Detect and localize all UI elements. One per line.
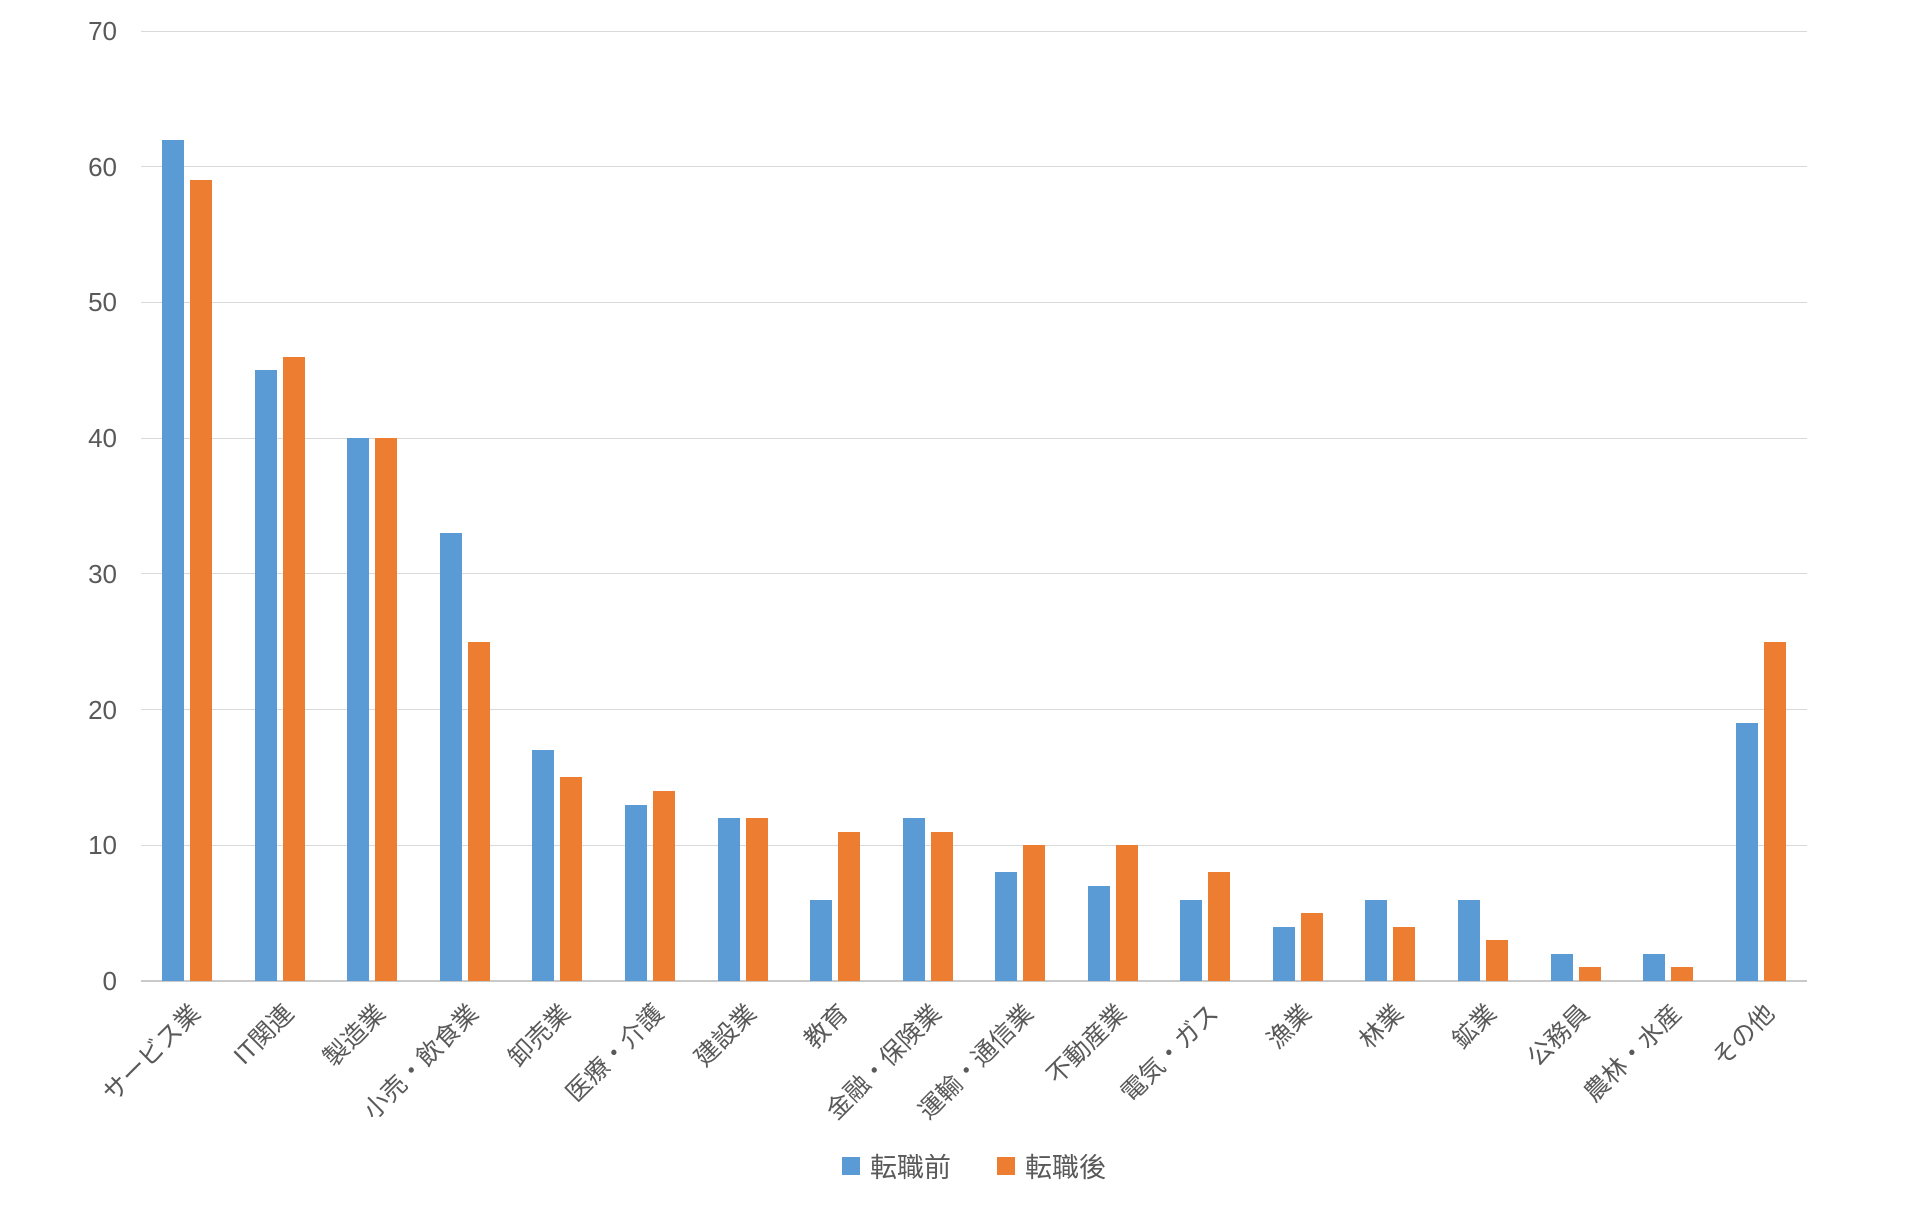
x-category-label: IT関連 bbox=[228, 999, 299, 1071]
x-category-label: その他 bbox=[1706, 999, 1780, 1073]
gridline bbox=[141, 30, 1807, 32]
bar-before-job-change bbox=[995, 872, 1018, 981]
y-tick-label: 40 bbox=[88, 423, 117, 454]
y-tick-label: 50 bbox=[88, 287, 117, 318]
bar-after-job-change bbox=[653, 791, 676, 981]
x-category-label: 漁業 bbox=[1261, 999, 1317, 1055]
legend-item-before-job-change: 転職前 bbox=[842, 1146, 951, 1185]
bar-after-job-change bbox=[560, 777, 583, 981]
bar-after-job-change bbox=[1115, 845, 1138, 981]
gridline bbox=[141, 573, 1807, 575]
bar-group bbox=[881, 31, 974, 981]
bar-group bbox=[974, 31, 1067, 981]
y-tick-label: 30 bbox=[88, 558, 117, 589]
bar-group bbox=[696, 31, 789, 981]
x-category-label: 林業 bbox=[1354, 999, 1410, 1055]
x-axis-category-labels: サービス業 IT関連 製造業 小売・飲食業 卸売業 医療・介護 建設業 教育 金融・保険業 運輸・… bbox=[98, 981, 1807, 1161]
bar-group bbox=[326, 31, 419, 981]
bar-group bbox=[1529, 31, 1622, 981]
bar-after-job-change bbox=[838, 831, 861, 981]
legend-label: 転職前 bbox=[870, 1153, 951, 1183]
bar-after-job-change bbox=[1300, 913, 1323, 981]
bar-group bbox=[141, 31, 234, 981]
bar-after-job-change bbox=[930, 831, 953, 981]
bar-before-job-change bbox=[1180, 899, 1203, 981]
gridline bbox=[141, 844, 1807, 846]
y-tick-label: 20 bbox=[88, 694, 117, 725]
x-category-label: 電気・ガス bbox=[1116, 999, 1225, 1108]
x-category-label: 農林・水産 bbox=[1578, 999, 1688, 1108]
y-tick-label: 60 bbox=[88, 151, 117, 182]
bar-before-job-change bbox=[1272, 926, 1295, 981]
bar-before-job-change bbox=[1365, 899, 1388, 981]
bar-before-job-change bbox=[625, 804, 648, 981]
bar-before-job-change bbox=[347, 438, 370, 981]
bar-group bbox=[1344, 31, 1437, 981]
bar-group bbox=[1067, 31, 1160, 981]
legend-item-after-job-change: 転職後 bbox=[997, 1146, 1106, 1185]
bar-before-job-change bbox=[1643, 953, 1666, 981]
legend-swatch-before-job-change bbox=[842, 1156, 860, 1175]
gridline bbox=[141, 437, 1807, 439]
x-category-label: 鉱業 bbox=[1446, 999, 1503, 1055]
x-category-label: 建設業 bbox=[688, 999, 762, 1073]
bar-after-job-change bbox=[745, 818, 768, 981]
bar-group bbox=[1159, 31, 1252, 981]
bar-after-job-change bbox=[375, 438, 398, 981]
bar-after-job-change bbox=[1578, 967, 1601, 981]
bar-group bbox=[1714, 31, 1807, 981]
bar-after-job-change bbox=[1023, 845, 1046, 981]
bar-before-job-change bbox=[810, 899, 833, 981]
y-tick-label: 10 bbox=[88, 830, 117, 861]
y-tick-label: 70 bbox=[88, 16, 117, 46]
legend: 転職前 転職後 bbox=[141, 1146, 1807, 1185]
bar-group bbox=[789, 31, 882, 981]
bar-after-job-change bbox=[1671, 967, 1694, 981]
bar-before-job-change bbox=[1550, 953, 1573, 981]
bar-group bbox=[604, 31, 697, 981]
bar-before-job-change bbox=[717, 818, 740, 981]
bar-group bbox=[1622, 31, 1715, 981]
x-axis-line bbox=[141, 980, 1807, 982]
bar-after-job-change bbox=[1208, 872, 1231, 981]
bar-group bbox=[234, 31, 327, 981]
bar-groups bbox=[141, 31, 1807, 981]
bar-after-job-change bbox=[1763, 641, 1786, 981]
gridline bbox=[141, 166, 1807, 168]
bar-after-job-change bbox=[1486, 940, 1509, 981]
bar-before-job-change bbox=[439, 533, 462, 981]
bar-before-job-change bbox=[254, 370, 277, 981]
bar-before-job-change bbox=[902, 818, 925, 981]
x-category-label: 教育 bbox=[799, 999, 855, 1055]
x-category-label: サービス業 bbox=[98, 999, 207, 1108]
y-axis-tick-labels: 0 10 20 30 40 50 60 70 bbox=[0, 16, 117, 996]
bar-after-job-change bbox=[282, 356, 305, 981]
bar-group bbox=[1437, 31, 1530, 981]
gridline bbox=[141, 709, 1807, 711]
x-category-label: 製造業 bbox=[318, 999, 392, 1073]
bar-after-job-change bbox=[190, 180, 213, 981]
bar-before-job-change bbox=[1087, 886, 1110, 981]
gridline bbox=[141, 301, 1807, 303]
legend-label: 転職後 bbox=[1025, 1153, 1106, 1183]
bar-group bbox=[1252, 31, 1345, 981]
bar-before-job-change bbox=[532, 750, 555, 981]
x-category-label: 医療・介護 bbox=[560, 999, 670, 1108]
plot-area bbox=[141, 30, 1807, 982]
bar-before-job-change bbox=[1458, 899, 1481, 981]
bar-before-job-change bbox=[162, 139, 185, 981]
legend-swatch-after-job-change bbox=[997, 1156, 1015, 1175]
y-tick-label: 0 bbox=[102, 966, 117, 996]
bar-after-job-change bbox=[1393, 926, 1416, 981]
bar-before-job-change bbox=[1735, 723, 1758, 981]
bar-after-job-change bbox=[467, 641, 490, 981]
bar-group bbox=[419, 31, 512, 981]
x-category-label: 卸売業 bbox=[503, 999, 577, 1073]
bar-group bbox=[511, 31, 604, 981]
x-category-label: 公務員 bbox=[1521, 999, 1595, 1073]
